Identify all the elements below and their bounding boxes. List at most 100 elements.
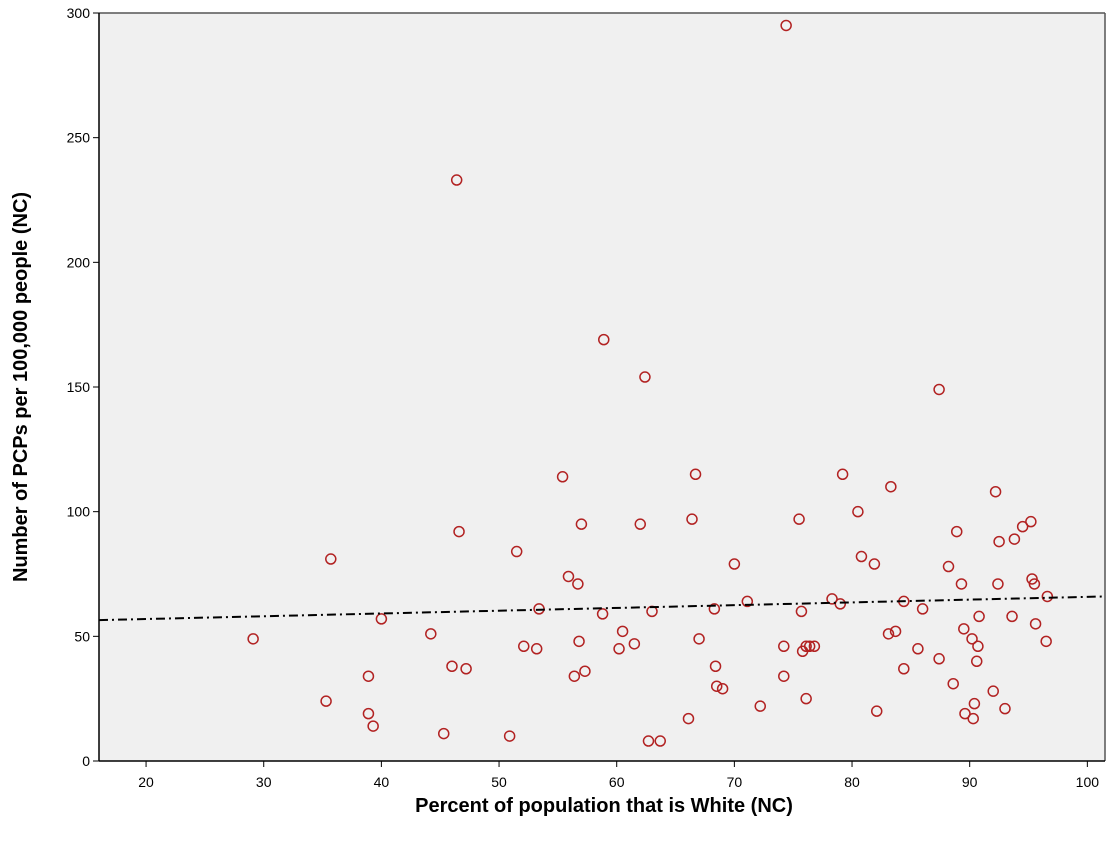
data-point <box>800 692 812 705</box>
data-point <box>916 603 929 615</box>
data-point <box>362 707 375 720</box>
data-point <box>999 702 1011 715</box>
data-point <box>325 553 337 565</box>
data-point <box>993 535 1005 548</box>
data-point <box>968 697 981 710</box>
data-point <box>898 662 910 675</box>
data-point <box>778 640 790 653</box>
data-point <box>425 628 437 640</box>
data-point <box>889 625 902 638</box>
data-point <box>950 525 963 538</box>
data-point <box>682 712 695 725</box>
data-point <box>882 628 895 640</box>
data-point <box>885 480 897 493</box>
data-point <box>955 578 968 590</box>
data-point <box>575 518 588 530</box>
y-axis-title: Number of PCPs per 100,000 people (NC) <box>10 192 32 582</box>
y-tick-label: 150 <box>67 379 91 395</box>
fit-line-group <box>98 595 1106 622</box>
data-point <box>453 525 465 538</box>
x-tick-label: 60 <box>609 774 625 790</box>
data-point <box>616 625 629 638</box>
data-point <box>639 371 651 383</box>
data-point <box>728 558 741 570</box>
data-point <box>973 610 985 623</box>
data-point <box>362 670 375 682</box>
data-point <box>1041 590 1054 603</box>
data-point <box>613 643 625 655</box>
data-point <box>1008 533 1021 545</box>
data-point <box>367 720 379 732</box>
data-point <box>826 593 838 605</box>
x-tick-label: 70 <box>727 774 743 790</box>
data-point <box>972 640 984 653</box>
data-point <box>966 633 978 645</box>
data-point <box>778 670 790 682</box>
y-tick-label: 100 <box>67 504 91 520</box>
data-point <box>510 545 523 558</box>
data-point <box>1006 610 1018 623</box>
y-tick-label: 200 <box>67 254 91 270</box>
x-tick-label: 30 <box>256 774 272 790</box>
data-point <box>992 578 1004 590</box>
data-point <box>1040 635 1052 648</box>
data-point <box>247 633 259 645</box>
data-point <box>686 513 698 525</box>
data-point <box>780 19 792 32</box>
data-point <box>573 635 585 648</box>
data-points <box>247 19 1054 747</box>
plot-area <box>99 13 1105 761</box>
data-point <box>870 705 883 717</box>
data-point <box>795 605 808 618</box>
data-point <box>530 643 543 655</box>
y-tick-label: 250 <box>67 130 91 146</box>
data-point <box>947 677 959 690</box>
data-point <box>987 685 999 697</box>
data-point <box>1025 515 1037 528</box>
data-point <box>446 660 458 673</box>
data-point <box>708 603 721 615</box>
data-point <box>852 505 864 518</box>
data-point <box>320 695 332 707</box>
x-tick-label: 20 <box>138 774 154 790</box>
data-point <box>634 518 646 530</box>
fit-line <box>98 595 1106 622</box>
data-point <box>654 735 666 747</box>
data-point <box>754 700 767 712</box>
data-point <box>912 643 924 655</box>
x-tick-label: 50 <box>491 774 507 790</box>
data-point <box>693 633 705 645</box>
data-point <box>572 578 584 590</box>
data-point <box>803 640 816 653</box>
data-point <box>375 613 388 625</box>
data-point <box>958 623 970 635</box>
x-tick-label: 100 <box>1076 774 1100 790</box>
data-point <box>518 640 530 653</box>
data-point <box>1028 578 1041 590</box>
y-tick-label: 300 <box>67 5 91 21</box>
data-point <box>868 558 881 570</box>
x-axis-ticks: 20 30 40 50 60 70 80 90 100 <box>138 761 1099 790</box>
x-tick-label: 40 <box>374 774 390 790</box>
data-point <box>598 333 610 346</box>
data-point <box>689 468 702 481</box>
data-point <box>450 174 463 186</box>
y-tick-label: 50 <box>74 628 90 644</box>
data-point <box>800 640 812 653</box>
x-tick-label: 90 <box>962 774 978 790</box>
data-point <box>959 707 971 720</box>
data-point <box>933 653 945 665</box>
data-point <box>967 712 979 725</box>
data-point <box>808 640 821 653</box>
data-point <box>709 660 722 673</box>
data-point <box>460 662 472 675</box>
x-axis-title: Percent of population that is White (NC) <box>415 795 793 817</box>
data-point <box>579 665 591 677</box>
data-point <box>568 670 581 682</box>
data-point <box>855 550 868 563</box>
data-point <box>710 680 723 692</box>
data-point <box>628 638 641 650</box>
data-point <box>793 513 805 525</box>
data-point <box>836 468 849 481</box>
